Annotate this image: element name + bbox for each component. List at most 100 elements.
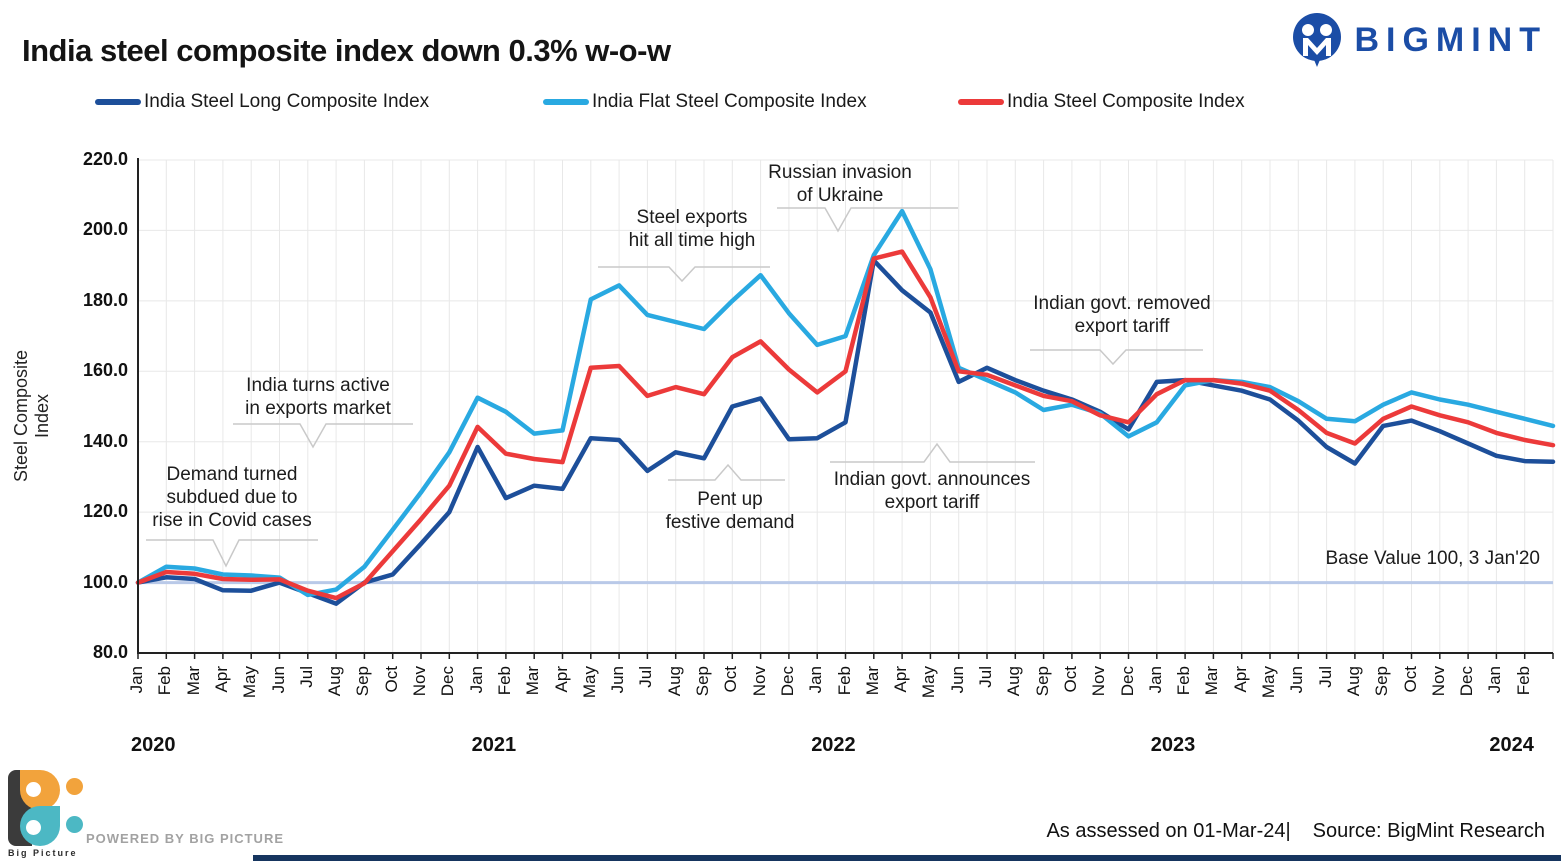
x-tick-label: Aug <box>325 666 345 697</box>
year-label: 2023 <box>1150 734 1196 756</box>
x-tick-label: Oct <box>1400 666 1420 693</box>
x-tick-label: Nov <box>1428 666 1448 697</box>
baseline-label: Base Value 100, 3 Jan'20 <box>1325 548 1540 569</box>
x-tick-label: Jul <box>1315 666 1335 688</box>
x-tick-label: Aug <box>1343 666 1363 697</box>
x-tick-label: Dec <box>438 666 458 697</box>
big-picture-logo-dot <box>66 778 83 795</box>
legend-item-flat: India Flat Steel Composite Index <box>543 91 867 113</box>
annotation-ukraine-invasion: Russian invasion of Ukraine <box>768 162 912 206</box>
x-tick-label: Dec <box>1457 666 1477 697</box>
x-tick-label: Feb <box>1513 666 1533 696</box>
big-picture-logo-text: Big Picture <box>8 848 78 858</box>
bottom-accent-bar <box>253 855 1561 861</box>
x-tick-label: Dec <box>1117 666 1137 697</box>
annotation-callout <box>146 539 318 568</box>
y-tick-label: 160.0 <box>82 360 128 381</box>
legend-label-flat: India Flat Steel Composite Index <box>592 91 867 112</box>
annotation-tariff-removed: Indian govt. removed export tariff <box>1033 293 1211 337</box>
big-picture-logo-hole <box>26 820 41 835</box>
series-line-2 <box>135 249 1556 601</box>
x-tick-label: May <box>1259 666 1278 699</box>
x-tick-label: Jan <box>1485 666 1505 694</box>
powered-by-text: POWERED BY BIG PICTURE <box>86 831 285 846</box>
x-tick-label: Mar <box>183 666 203 696</box>
big-picture-logo-dot <box>66 816 83 833</box>
x-tick-label: Nov <box>1089 666 1109 697</box>
annotation-callout <box>668 463 785 481</box>
legend-item-composite: India Steel Composite Index <box>958 91 1245 113</box>
y-tick-label: 180.0 <box>82 289 128 310</box>
year-label: 2021 <box>471 734 517 756</box>
x-tick-label: May <box>240 666 260 699</box>
x-tick-label: Jan <box>806 666 826 694</box>
x-tick-label: Sep <box>693 666 712 697</box>
x-tick-label: Apr <box>1230 666 1250 693</box>
big-picture-logo: Big Picture <box>8 770 83 858</box>
x-tick-label: Nov <box>749 666 769 697</box>
annotation-covid-demand: Demand turned subdued due to rise in Cov… <box>152 464 312 531</box>
x-tick-label: Sep <box>1372 666 1392 697</box>
x-tick-label: Jul <box>976 666 995 688</box>
year-label: 2022 <box>811 734 856 756</box>
footer: As assessed on 01-Mar-24| Source: BigMin… <box>1046 820 1545 843</box>
source-credit: Source: BigMint Research <box>1312 820 1545 842</box>
y-tick-label: 220.0 <box>82 149 128 169</box>
legend-label-composite: India Steel Composite Index <box>1007 91 1245 112</box>
year-label: 2024 <box>1489 734 1534 756</box>
x-tick-label: Jun <box>268 666 288 694</box>
bigmint-wordmark: BIGMINT <box>1354 20 1547 59</box>
x-tick-label: Apr <box>551 666 571 693</box>
x-tick-label: Jul <box>296 666 316 688</box>
y-tick-label: 120.0 <box>82 501 128 522</box>
x-tick-label: Mar <box>523 666 543 696</box>
annotation-callout <box>777 207 958 233</box>
x-tick-label: Apr <box>211 666 231 693</box>
x-tick-label: Mar <box>1202 666 1222 696</box>
annotation-exports-high: Steel exports hit all time high <box>628 207 756 251</box>
x-tick-label: Aug <box>1004 666 1024 697</box>
x-tick-label: Jun <box>608 666 628 694</box>
legend-item-long: India Steel Long Composite Index <box>95 91 429 113</box>
x-tick-label: Oct <box>1060 666 1080 693</box>
x-tick-label: Feb <box>494 666 514 696</box>
annotation-callout <box>1030 349 1203 366</box>
x-tick-label: Sep <box>1032 666 1052 697</box>
x-tick-label: Aug <box>664 666 684 697</box>
x-tick-label: May <box>919 666 939 699</box>
x-tick-label: Feb <box>1174 666 1194 696</box>
x-tick-label: Feb <box>155 666 175 696</box>
x-tick-label: Jul <box>636 666 656 688</box>
x-tick-label: Nov <box>410 666 429 697</box>
x-tick-label: Jun <box>947 666 967 694</box>
x-tick-label: Oct <box>721 666 741 693</box>
y-tick-label: 80.0 <box>92 642 128 662</box>
x-tick-label: Dec <box>777 666 797 697</box>
annotation-callout <box>830 442 1035 463</box>
annotation-exports-market: India turns active in exports market <box>245 375 391 419</box>
legend-swatch-long <box>95 99 141 105</box>
bigmint-logo-icon <box>1293 13 1342 67</box>
annotation-callout <box>233 423 413 449</box>
annotation-festive-demand: Pent up festive demand <box>665 489 795 533</box>
x-tick-label: Jan <box>466 666 486 694</box>
x-tick-label: Jun <box>1287 666 1307 694</box>
y-tick-label: 200.0 <box>82 219 128 240</box>
legend-swatch-flat <box>543 99 589 105</box>
x-tick-label: Feb <box>834 666 854 696</box>
bigmint-logo: BIGMINT <box>1290 12 1547 68</box>
annotation-callout <box>598 266 770 283</box>
x-tick-label: Jan <box>1145 666 1165 694</box>
x-tick-label: Mar <box>862 666 882 696</box>
y-tick-label: 100.0 <box>82 571 128 592</box>
page-title: India steel composite index down 0.3% w-… <box>22 33 671 68</box>
x-tick-label: May <box>579 666 599 699</box>
year-label: 2020 <box>131 734 176 756</box>
assessed-date: As assessed on 01-Mar-24| <box>1046 820 1291 842</box>
y-axis-title: Steel Composite Index <box>11 349 52 483</box>
x-tick-label: Apr <box>891 666 911 693</box>
annotation-tariff-announced: Indian govt. announces export tariff <box>833 469 1031 513</box>
y-tick-label: 140.0 <box>82 430 128 451</box>
